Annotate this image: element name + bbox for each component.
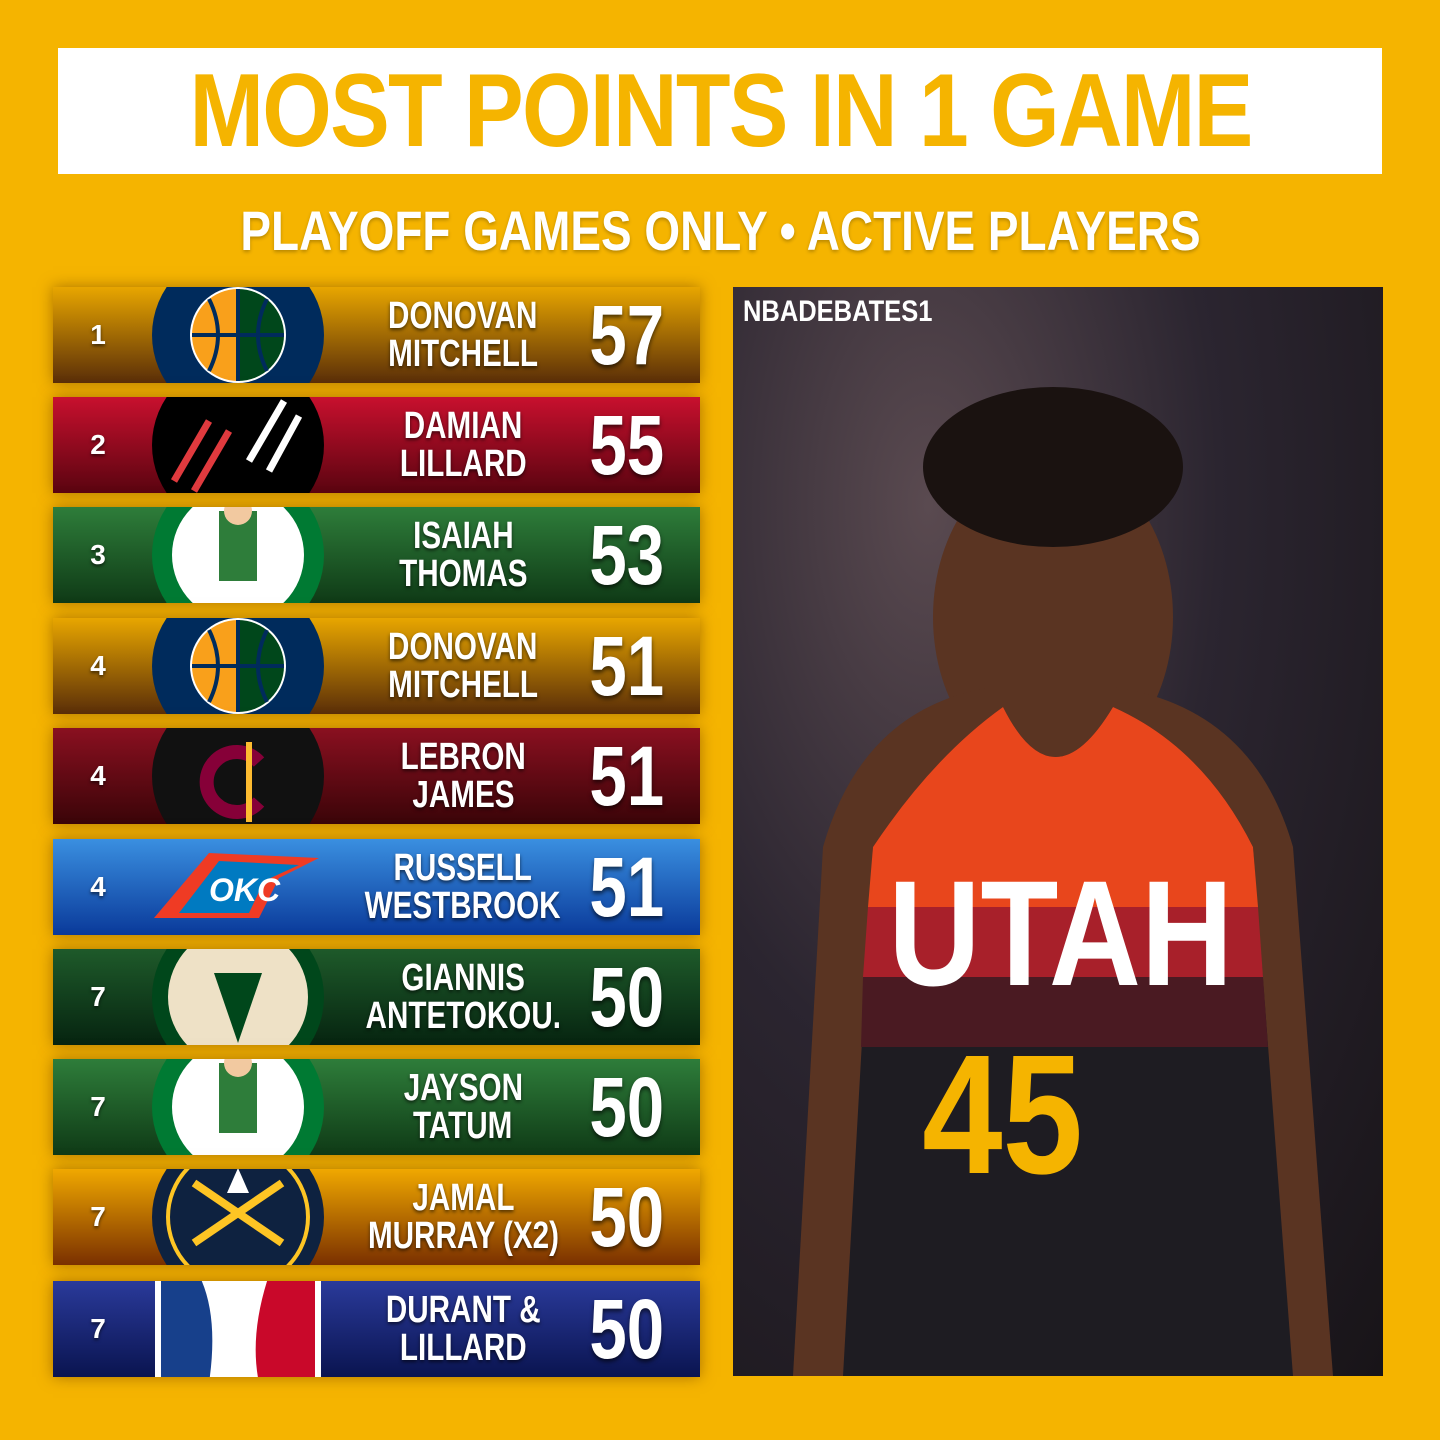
player-name: ISAIAH THOMAS — [343, 507, 583, 603]
points-value: 50 — [589, 1060, 665, 1154]
name-line-2: MURRAY (X2) — [367, 1215, 559, 1257]
jersey-number-text: 45 — [922, 1020, 1083, 1210]
points-value: 53 — [589, 508, 665, 602]
points: 50 — [572, 949, 682, 1045]
name-line-1: RUSSELL — [393, 847, 533, 889]
ranking-row: 3 ISAIAH THOMAS 53 — [53, 507, 700, 603]
rank: 3 — [90, 539, 106, 570]
name-line-2: WESTBROOK — [365, 885, 561, 927]
celtics-logo — [149, 1059, 327, 1155]
ranking-row: 2 DAMIAN LILLARD 55 — [53, 397, 700, 493]
player-name: DONOVAN MITCHELL — [343, 618, 583, 714]
name-line-2: JAMES — [411, 774, 515, 816]
rank: 4 — [90, 871, 106, 902]
name-line-2: LILLARD — [399, 443, 527, 485]
player-illustration — [793, 387, 1333, 1376]
name-line-1: DONOVAN — [388, 626, 538, 668]
player-name: DURANT & LILLARD — [343, 1281, 583, 1377]
name-line-1: LEBRON — [400, 736, 526, 778]
name-line-2: TATUM — [413, 1105, 513, 1147]
jazz-logo — [149, 287, 327, 383]
svg-text:OKC: OKC — [209, 872, 281, 908]
name-line-2: THOMAS — [398, 553, 528, 595]
player-name: DAMIAN LILLARD — [343, 397, 583, 493]
ranking-row: 7 GIANNIS ANTETOKOU. 50 — [53, 949, 700, 1045]
points: 50 — [572, 1281, 682, 1377]
points-value: 51 — [589, 840, 665, 934]
rank: 2 — [90, 429, 106, 460]
rank: 7 — [90, 1313, 106, 1344]
jazz-logo — [149, 618, 327, 714]
name-line-2: MITCHELL — [388, 664, 538, 706]
rank: 4 — [90, 760, 106, 791]
name-line-1: DAMIAN — [403, 405, 523, 447]
points-value: 50 — [589, 1282, 665, 1376]
ranking-row: 1 DONOVAN MITCHELL 57 — [53, 287, 700, 383]
rank: 1 — [90, 319, 106, 350]
name-line-1: DURANT & — [385, 1289, 541, 1331]
watermark: NBADEBATES1 — [743, 295, 933, 328]
page-title: MOST POINTS IN 1 GAME — [58, 48, 1382, 174]
rank: 7 — [90, 1091, 106, 1122]
points: 51 — [572, 618, 682, 714]
jersey-city-text: UTAH — [888, 849, 1234, 1017]
nba-logo — [149, 1281, 327, 1377]
points: 55 — [572, 397, 682, 493]
ranking-row: 4 LEBRON JAMES 51 — [53, 728, 700, 824]
player-name: JAYSON TATUM — [343, 1059, 583, 1155]
player-name: JAMAL MURRAY (X2) — [343, 1169, 583, 1265]
points: 53 — [572, 507, 682, 603]
name-line-1: GIANNIS — [401, 957, 525, 999]
name-line-2: MITCHELL — [388, 333, 538, 375]
points: 57 — [572, 287, 682, 383]
rank: 4 — [90, 650, 106, 681]
bucks-logo — [149, 949, 327, 1045]
subtitle: PLAYOFF GAMES ONLY • ACTIVE PLAYERS — [239, 199, 1201, 262]
player-photo: UTAH 45 NBADEBATES1 — [733, 287, 1383, 1376]
points-value: 51 — [589, 729, 665, 823]
thunder-logo: OKC — [149, 839, 327, 935]
name-line-1: DONOVAN — [388, 295, 538, 337]
blazers-logo — [149, 397, 327, 493]
points-value: 50 — [589, 1170, 665, 1264]
points: 51 — [572, 728, 682, 824]
name-line-2: LILLARD — [399, 1327, 527, 1369]
player-name: LEBRON JAMES — [343, 728, 583, 824]
nuggets-logo — [149, 1169, 327, 1265]
name-line-1: JAYSON — [403, 1067, 523, 1109]
player-name: GIANNIS ANTETOKOU. — [343, 949, 583, 1045]
points-value: 55 — [589, 398, 665, 492]
ranking-row: 7 JAMAL MURRAY (X2) 50 — [53, 1169, 700, 1265]
points: 50 — [572, 1059, 682, 1155]
celtics-logo — [149, 507, 327, 603]
rank: 7 — [90, 981, 106, 1012]
rank: 7 — [90, 1201, 106, 1232]
points-value: 50 — [589, 950, 665, 1044]
player-name: DONOVAN MITCHELL — [343, 287, 583, 383]
points: 50 — [572, 1169, 682, 1265]
cavaliers-logo — [149, 728, 327, 824]
ranking-row: 4 OKC RUSSELL WESTBROOK 51 — [53, 839, 700, 935]
ranking-row: 7 JAYSON TATUM 50 — [53, 1059, 700, 1155]
points: 51 — [572, 839, 682, 935]
points-value: 57 — [589, 288, 665, 382]
name-line-1: ISAIAH — [412, 515, 514, 557]
name-line-2: ANTETOKOU. — [365, 995, 561, 1037]
player-name: RUSSELL WESTBROOK — [343, 839, 583, 935]
ranking-row: 4 DONOVAN MITCHELL 51 — [53, 618, 700, 714]
ranking-row: 7 DURANT & LILLARD 50 — [53, 1281, 700, 1377]
name-line-1: JAMAL — [411, 1177, 515, 1219]
points-value: 51 — [589, 619, 665, 713]
